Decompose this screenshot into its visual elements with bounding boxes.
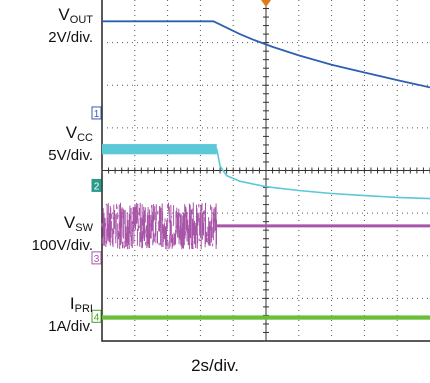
x-axis-label: 2s/div. — [191, 356, 239, 375]
vcc-noise-band — [102, 144, 217, 155]
vcc-scale: 5V/div. — [48, 147, 93, 164]
vsw-label-sub: SW — [75, 222, 93, 234]
vout-scale: 2V/div. — [48, 29, 93, 46]
ipri-scale: 1A/div. — [48, 318, 93, 335]
channel-2-marker-box — [91, 178, 102, 192]
channel-4-marker: 4 — [91, 309, 102, 323]
channel-markers: 1 2 3 4 — [91, 106, 102, 323]
vsw-noise-band — [101, 202, 217, 250]
channel-1-marker: 1 — [91, 106, 102, 120]
vcc-label: VCC 5V/div. — [48, 124, 93, 164]
traces — [101, 20, 430, 320]
vout-label: VOUT 2V/div. — [48, 6, 93, 46]
channel-2-marker-num: 2 — [94, 181, 100, 192]
channel-4-marker-box — [91, 309, 102, 323]
grid — [101, 0, 430, 342]
vsw-label-main: V — [63, 213, 76, 232]
channel-3-marker: 3 — [91, 251, 102, 265]
vcc-label-sub: CC — [77, 132, 93, 144]
channel-3-marker-box — [91, 251, 102, 265]
vsw-scale: 100V/div. — [31, 237, 93, 254]
trigger-marker — [261, 0, 271, 7]
channel-3-marker-num: 3 — [94, 254, 100, 265]
ipri-label-main: I — [69, 294, 75, 313]
channel-2-marker: 2 — [91, 178, 102, 192]
channel-1-marker-num: 1 — [94, 109, 100, 120]
vout-label-sub: OUT — [69, 14, 93, 26]
ipri-label: IPRI 1A/div. — [48, 295, 93, 335]
vout-label-main: V — [58, 5, 70, 24]
vout-trace — [102, 20, 430, 89]
vsw-label: VSW 100V/div. — [32, 214, 93, 254]
ipri-band — [102, 315, 430, 320]
ipri-label-sub: PRI — [74, 303, 93, 315]
channel-1-marker-box — [91, 106, 102, 120]
vcc-label-main: V — [65, 123, 78, 142]
channel-4-marker-num: 4 — [94, 312, 100, 323]
